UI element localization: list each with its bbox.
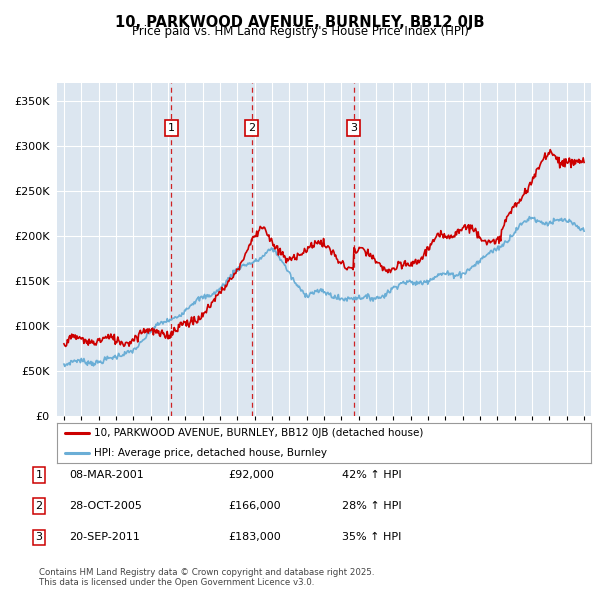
Text: 20-SEP-2011: 20-SEP-2011 <box>69 533 140 542</box>
Text: 28% ↑ HPI: 28% ↑ HPI <box>342 502 401 511</box>
Text: 42% ↑ HPI: 42% ↑ HPI <box>342 470 401 480</box>
Text: 2: 2 <box>248 123 255 133</box>
Text: HPI: Average price, detached house, Burnley: HPI: Average price, detached house, Burn… <box>94 448 328 458</box>
Text: 08-MAR-2001: 08-MAR-2001 <box>69 470 144 480</box>
Text: Contains HM Land Registry data © Crown copyright and database right 2025.
This d: Contains HM Land Registry data © Crown c… <box>39 568 374 587</box>
Text: £92,000: £92,000 <box>228 470 274 480</box>
Text: 28-OCT-2005: 28-OCT-2005 <box>69 502 142 511</box>
Text: 10, PARKWOOD AVENUE, BURNLEY, BB12 0JB (detached house): 10, PARKWOOD AVENUE, BURNLEY, BB12 0JB (… <box>94 428 424 438</box>
Text: 3: 3 <box>35 533 43 542</box>
Text: 2: 2 <box>35 502 43 511</box>
Text: 1: 1 <box>35 470 43 480</box>
Text: £166,000: £166,000 <box>228 502 281 511</box>
Text: 1: 1 <box>168 123 175 133</box>
Text: 10, PARKWOOD AVENUE, BURNLEY, BB12 0JB: 10, PARKWOOD AVENUE, BURNLEY, BB12 0JB <box>115 15 485 30</box>
Text: 3: 3 <box>350 123 358 133</box>
Text: Price paid vs. HM Land Registry's House Price Index (HPI): Price paid vs. HM Land Registry's House … <box>131 25 469 38</box>
Text: £183,000: £183,000 <box>228 533 281 542</box>
Text: 35% ↑ HPI: 35% ↑ HPI <box>342 533 401 542</box>
